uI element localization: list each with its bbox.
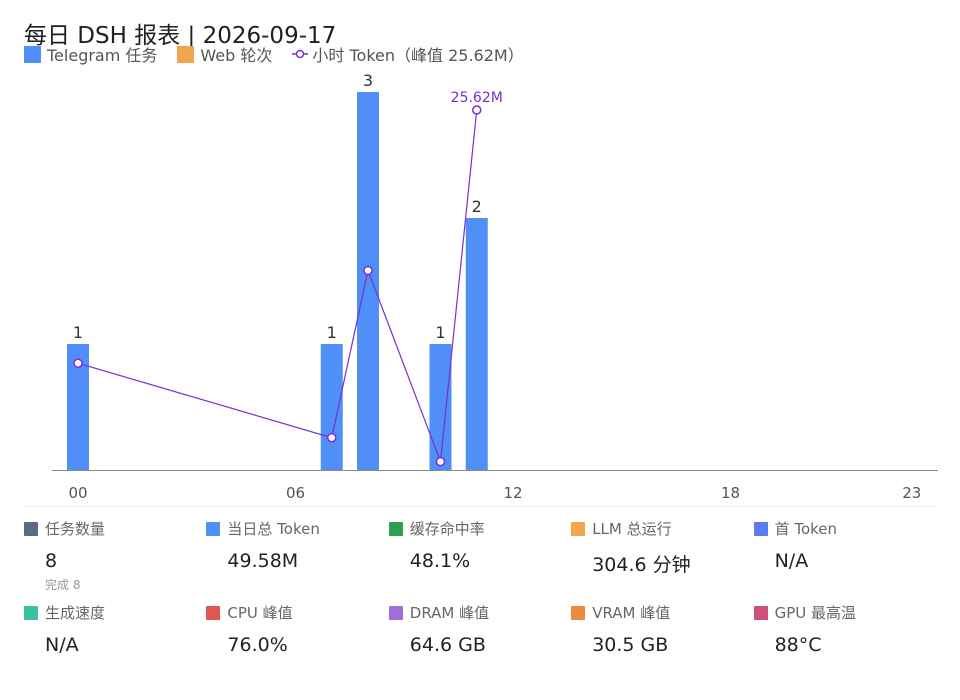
bar-value-label-7: 1	[327, 323, 337, 342]
stat-label: 当日总 Token	[227, 520, 320, 538]
stat-color-square-icon	[388, 605, 403, 620]
x-tick-label-00: 00	[68, 484, 87, 502]
stat-value: 30.5 GB	[592, 634, 669, 656]
stat-label: LLM 总运行	[592, 520, 672, 538]
x-tick-label-18: 18	[721, 484, 740, 502]
stat-value: 49.58M	[227, 550, 299, 572]
token-point-0[interactable]	[73, 358, 83, 368]
stat-value: 88°C	[774, 634, 822, 656]
stat-card: 首 Token N/A	[753, 518, 930, 572]
chart-legend: Telegram 任务 Web 轮次 小时 Token（峰值 25.62M）	[24, 42, 544, 66]
stat-value: 76.0%	[227, 634, 288, 656]
divider	[24, 506, 936, 507]
stat-value: 8	[45, 550, 58, 572]
legend-label-web: Web 轮次	[200, 46, 273, 65]
stat-label: VRAM 峰值	[592, 604, 671, 622]
legend-item-web[interactable]: Web 轮次	[177, 42, 272, 66]
bar-telegram-0[interactable]	[67, 344, 89, 470]
bar-telegram-8[interactable]	[357, 92, 379, 470]
stat-header: LLM 总运行	[571, 518, 747, 539]
x-tick-label-23: 23	[902, 484, 921, 502]
stat-value: N/A	[45, 634, 79, 656]
stat-value: 304.6 分钟	[592, 554, 691, 576]
stat-value: 48.1%	[409, 550, 471, 572]
stat-label: GPU 最高温	[774, 604, 857, 622]
legend-item-telegram[interactable]: Telegram 任务	[24, 42, 157, 66]
stat-label: 任务数量	[45, 520, 106, 538]
stat-color-square-icon	[753, 605, 768, 620]
stat-color-square-icon	[571, 605, 586, 620]
stat-card: VRAM 峰值 30.5 GB	[571, 602, 747, 656]
stat-color-square-icon	[571, 521, 586, 536]
bar-value-label-11: 2	[472, 197, 482, 216]
stat-color-square-icon	[753, 521, 768, 536]
stat-header: 生成速度	[24, 602, 200, 623]
bar-value-label-0: 1	[73, 323, 83, 342]
token-point-10[interactable]	[435, 456, 446, 467]
x-tick-label-12: 12	[503, 484, 522, 502]
stat-label: CPU 峰值	[227, 604, 293, 622]
x-tick-label-06: 06	[286, 484, 305, 502]
page-title: 每日 DSH 报表 | 2026-09-17	[24, 23, 337, 49]
stat-card: 缓存命中率 48.1%	[388, 518, 565, 572]
stat-card: 生成速度 N/A	[24, 602, 200, 656]
token-peak-label: 25.62M	[451, 90, 503, 106]
stat-color-square-icon	[206, 521, 221, 536]
stat-header: VRAM 峰值	[571, 602, 747, 623]
stat-color-square-icon	[24, 605, 38, 620]
stat-card: 任务数量 8 完成 8	[24, 518, 200, 593]
token-point-7[interactable]	[327, 432, 337, 443]
stat-value: 64.6 GB	[409, 634, 486, 656]
legend-swatch-web	[177, 45, 195, 63]
legend-item-token[interactable]: 小时 Token（峰值 25.62M）	[292, 42, 524, 66]
stat-label: 缓存命中率	[409, 520, 485, 538]
stat-header: 缓存命中率	[388, 518, 565, 539]
legend-swatch-telegram	[24, 45, 41, 63]
stat-card: CPU 峰值 76.0%	[206, 602, 382, 656]
legend-swatch-token-line-icon	[292, 49, 309, 59]
stat-label: DRAM 峰值	[409, 604, 490, 622]
stat-card: LLM 总运行 304.6 分钟	[571, 518, 747, 577]
token-point-8[interactable]	[363, 265, 373, 276]
stat-color-square-icon	[206, 605, 221, 620]
stat-color-square-icon	[388, 521, 403, 536]
legend-label-token: 小时 Token（峰值 25.62M）	[312, 46, 524, 65]
token-line	[77, 109, 478, 462]
bar-value-label-8: 3	[363, 71, 373, 90]
bar-value-label-10: 1	[435, 323, 445, 342]
stat-value: N/A	[774, 550, 809, 572]
stat-header: DRAM 峰值	[388, 602, 565, 623]
stat-header: GPU 最高温	[753, 602, 930, 623]
bar-telegram-7[interactable]	[320, 344, 343, 470]
bar-telegram-11[interactable]	[465, 218, 488, 470]
stat-header: 任务数量	[24, 518, 200, 539]
stat-card: DRAM 峰值 64.6 GB	[388, 602, 565, 656]
stat-card: 当日总 Token 49.58M	[206, 518, 382, 572]
bar-telegram-10[interactable]	[429, 344, 452, 470]
stat-header: 当日总 Token	[206, 518, 382, 539]
stat-color-square-icon	[24, 521, 38, 536]
token-point-11[interactable]	[472, 105, 482, 115]
stat-label: 首 Token	[774, 520, 838, 538]
stat-subtext: 完成 8	[45, 578, 81, 592]
stat-header: CPU 峰值	[206, 602, 382, 623]
stat-label: 生成速度	[45, 604, 106, 622]
stat-header: 首 Token	[753, 518, 930, 539]
legend-label-telegram: Telegram 任务	[47, 46, 158, 65]
stat-card: GPU 最高温 88°C	[753, 602, 930, 656]
